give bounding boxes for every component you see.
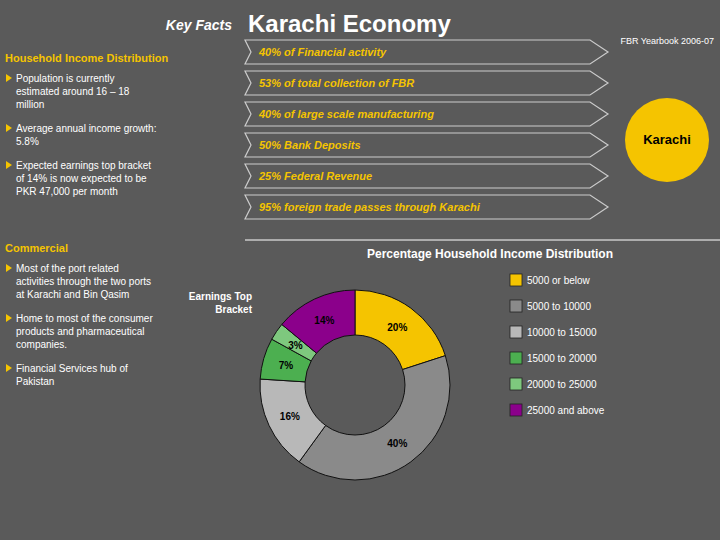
canvas: Key Facts Karachi Economy Household Income… <box>0 0 720 540</box>
subtitle: Key Facts <box>166 17 232 33</box>
data-label: 14% <box>314 315 334 326</box>
fact-description: foreign trade passes through Karachi <box>281 201 481 213</box>
donut-slice <box>282 290 355 353</box>
data-label: 7% <box>279 360 294 371</box>
divider <box>245 240 720 241</box>
section-title: Household Income Distribution <box>5 52 168 64</box>
city-circle <box>625 98 709 182</box>
fact-text: 95% foreign trade passes through Karachi <box>259 201 481 213</box>
legend-entry: 20000 to 25000 <box>527 379 597 390</box>
fact-text: 53% of total collection of FBR <box>259 77 414 89</box>
data-label: 16% <box>280 411 300 422</box>
fact-text: 40% of large scale manufacturing <box>258 108 434 120</box>
city-label: Karachi <box>643 132 691 147</box>
page-title: Karachi Economy <box>248 10 451 37</box>
fact-percent: 40% <box>258 46 281 58</box>
fact-description: Bank Deposits <box>281 139 360 151</box>
legend-entry: 5000 or below <box>527 275 591 286</box>
fact-percent: 25% <box>258 170 281 182</box>
bullet-text: Financial Services hub ofPakistan <box>16 363 128 387</box>
bullet-text: Home to most of the consumerproducts and… <box>16 313 153 350</box>
fact-arrow <box>245 133 608 157</box>
fact-percent: 50% <box>259 139 281 151</box>
bullet-marker <box>6 161 12 169</box>
donut-slice <box>299 356 450 480</box>
fact-description: Federal Revenue <box>281 170 372 182</box>
bullet-text: Expected earnings top bracketof 14% is n… <box>16 160 151 197</box>
legend-swatch <box>510 352 522 364</box>
fact-arrow <box>245 164 608 188</box>
legend-entry: 5000 to 10000 <box>527 301 591 312</box>
donut-slice <box>355 290 445 370</box>
data-label: 20% <box>387 322 407 333</box>
source-note: FBR Yearbook 2006-07 <box>620 36 714 46</box>
legend-swatch <box>510 326 522 338</box>
section-title: Commercial <box>5 242 68 254</box>
chart-title: Percentage Household Income Distribution <box>367 247 613 261</box>
donut-slice <box>260 379 326 462</box>
bullet-text: Population is currentlyestimated around … <box>16 73 130 110</box>
bullet-marker <box>6 364 12 372</box>
bullet-text: Most of the port relatedactivities throu… <box>16 263 151 300</box>
fact-percent: 40% <box>258 108 281 120</box>
bullet-marker <box>6 314 12 322</box>
fact-arrow <box>245 71 608 95</box>
legend-swatch <box>510 300 522 312</box>
fact-percent: 53% <box>259 77 281 89</box>
legend-entry: 25000 and above <box>527 405 605 416</box>
bullet-marker <box>6 74 12 82</box>
pie-annotation: Earnings TopBracket <box>189 291 253 315</box>
background <box>0 0 720 540</box>
fact-text: 40% of Financial activity <box>258 46 387 58</box>
fact-text: 50% Bank Deposits <box>259 139 361 151</box>
fact-description: of Financial activity <box>281 46 387 58</box>
donut <box>260 290 450 480</box>
legend-swatch <box>510 378 522 390</box>
fact-description: of large scale manufacturing <box>281 108 434 120</box>
data-label: 3% <box>288 340 303 351</box>
fact-percent: 95% <box>259 201 281 213</box>
legend-entry: 10000 to 15000 <box>527 327 597 338</box>
legend-entry: 15000 to 20000 <box>527 353 597 364</box>
bullet-marker <box>6 124 12 132</box>
bullet-marker <box>6 264 12 272</box>
fact-arrow <box>245 102 608 126</box>
data-label: 40% <box>387 438 407 449</box>
legend-swatch <box>510 274 522 286</box>
fact-arrow <box>245 195 608 219</box>
fact-description: of total collection of FBR <box>281 77 414 89</box>
bullet-text: Average annual income growth:5.8% <box>16 123 156 147</box>
fact-arrow <box>245 40 608 64</box>
fact-text: 25% Federal Revenue <box>258 170 372 182</box>
legend-swatch <box>510 404 522 416</box>
